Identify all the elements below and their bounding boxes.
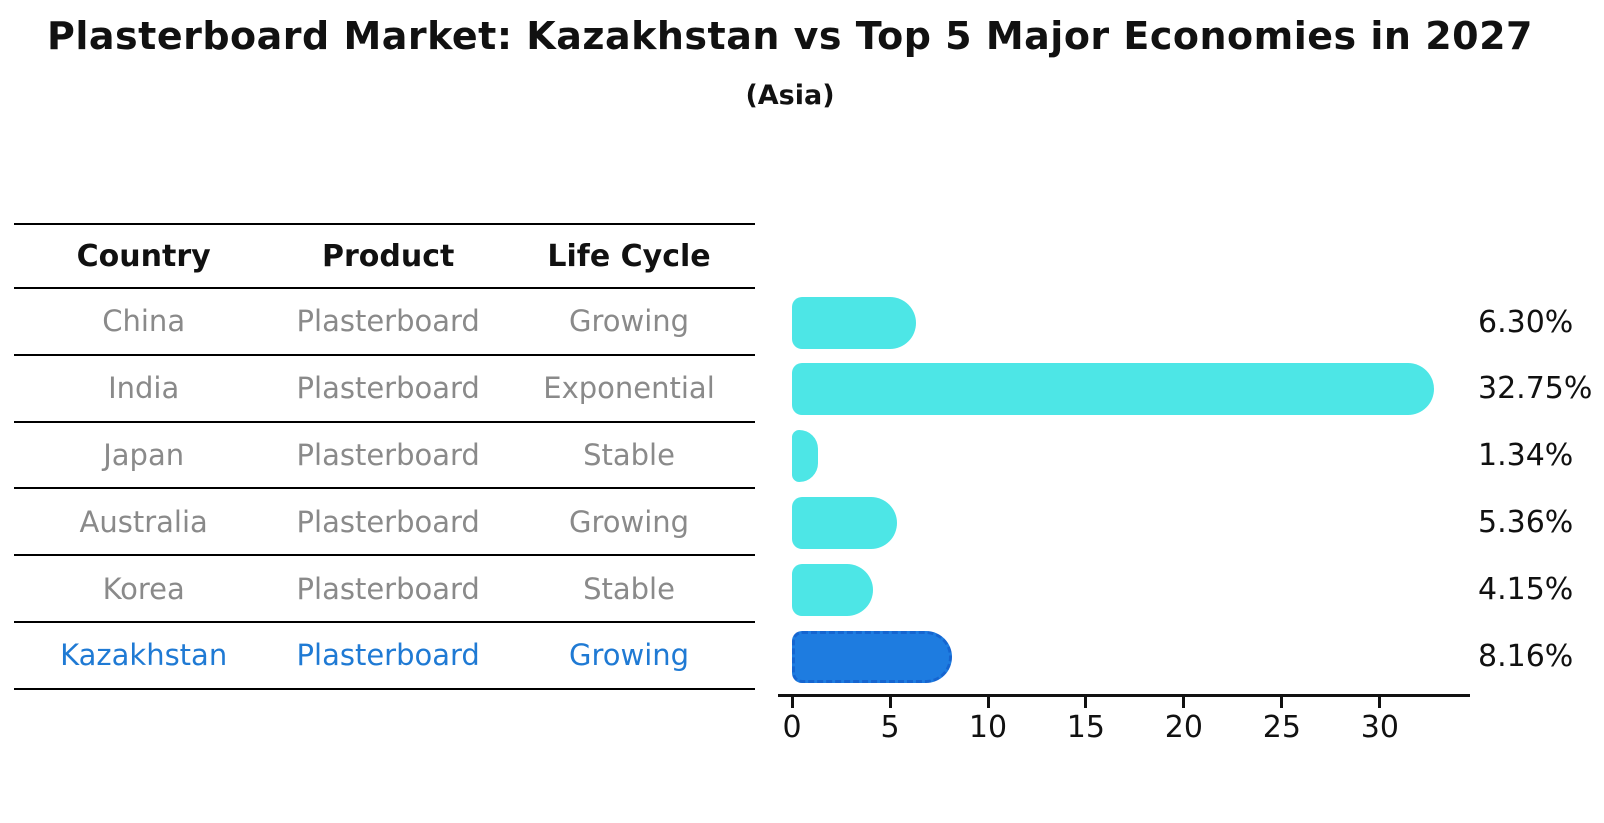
table-header-row: Country Product Life Cycle [14, 223, 755, 289]
x-axis-line [778, 694, 1470, 697]
table-cell-country: Korea [102, 571, 185, 606]
table-cell-product: Plasterboard [296, 371, 480, 406]
table-cell-product: Plasterboard [296, 638, 480, 673]
table-row-australia: Australia Plasterboard Growing [14, 489, 755, 557]
table-cell-product: Plasterboard [296, 571, 480, 606]
bar-china [792, 296, 916, 349]
table-body: China Plasterboard Growing India Plasterboar… [14, 289, 755, 690]
bar-japan [792, 430, 819, 483]
value-label-china: 6.30% [1478, 304, 1574, 340]
table-cell-product: Plasterboard [296, 304, 480, 339]
x-axis-tick-25 [1280, 697, 1284, 708]
value-label-india: 32.75% [1478, 371, 1593, 407]
table-cell-country: Australia [79, 504, 208, 539]
page-title: Plasterboard Market: Kazakhstan vs Top 5… [47, 14, 1533, 58]
x-axis-tick-10 [986, 697, 990, 708]
page-subtitle: (Asia) [745, 80, 835, 111]
table-header-life-cycle: Life Cycle [547, 238, 711, 274]
table-cell-life-cycle: Stable [583, 437, 675, 472]
table-cell-product: Plasterboard [296, 504, 480, 539]
value-label-korea: 4.15% [1478, 571, 1574, 607]
table-row-china: China Plasterboard Growing [14, 289, 755, 356]
x-axis-tick-label-25: 25 [1262, 710, 1301, 745]
bar-kazakhstan [792, 630, 952, 683]
bar-korea [792, 563, 874, 616]
table-cell-country: India [108, 371, 180, 406]
table-cell-life-cycle: Stable [583, 571, 675, 606]
table-row-japan: Japan Plasterboard Stable [14, 423, 755, 490]
x-axis-tick-20 [1182, 697, 1186, 708]
table-cell-life-cycle: Growing [568, 304, 690, 339]
x-axis-tick-label-5: 5 [880, 710, 900, 745]
table-cell-life-cycle: Growing [568, 638, 690, 673]
x-axis-tick-30 [1378, 697, 1382, 708]
bar-australia [792, 497, 897, 549]
table-cell-country: Kazakhstan [60, 638, 228, 673]
value-label-japan: 1.34% [1478, 438, 1574, 474]
x-axis-tick-label-10: 10 [968, 710, 1008, 745]
x-axis-tick-label-30: 30 [1360, 710, 1399, 745]
x-axis-tick-label-0: 0 [782, 710, 802, 745]
x-axis-tick-label-15: 15 [1066, 710, 1105, 745]
x-axis-tick-15 [1084, 697, 1088, 708]
bar-india [792, 363, 1434, 416]
x-axis-tick-0 [790, 697, 794, 708]
x-axis-tick-label-20: 20 [1164, 710, 1203, 745]
table-cell-life-cycle: Exponential [543, 371, 715, 406]
table-row-india: India Plasterboard Exponential [14, 356, 755, 423]
table-cell-country: Japan [103, 437, 185, 472]
table-cell-country: China [102, 304, 186, 339]
value-label-australia: 5.36% [1478, 505, 1574, 540]
country-table: Country Product Life Cycle China Plasterb… [14, 223, 755, 690]
value-label-kazakhstan: 8.16% [1478, 638, 1574, 674]
table-cell-life-cycle: Growing [568, 504, 690, 539]
table-row-kazakhstan: Kazakhstan Plasterboard Growing [14, 623, 755, 690]
table-row-korea: Korea Plasterboard Stable [14, 556, 755, 623]
table-header-product: Product [322, 238, 455, 274]
x-axis-tick-5 [888, 697, 892, 708]
table-header-country: Country [76, 238, 211, 274]
table-cell-product: Plasterboard [296, 437, 480, 472]
